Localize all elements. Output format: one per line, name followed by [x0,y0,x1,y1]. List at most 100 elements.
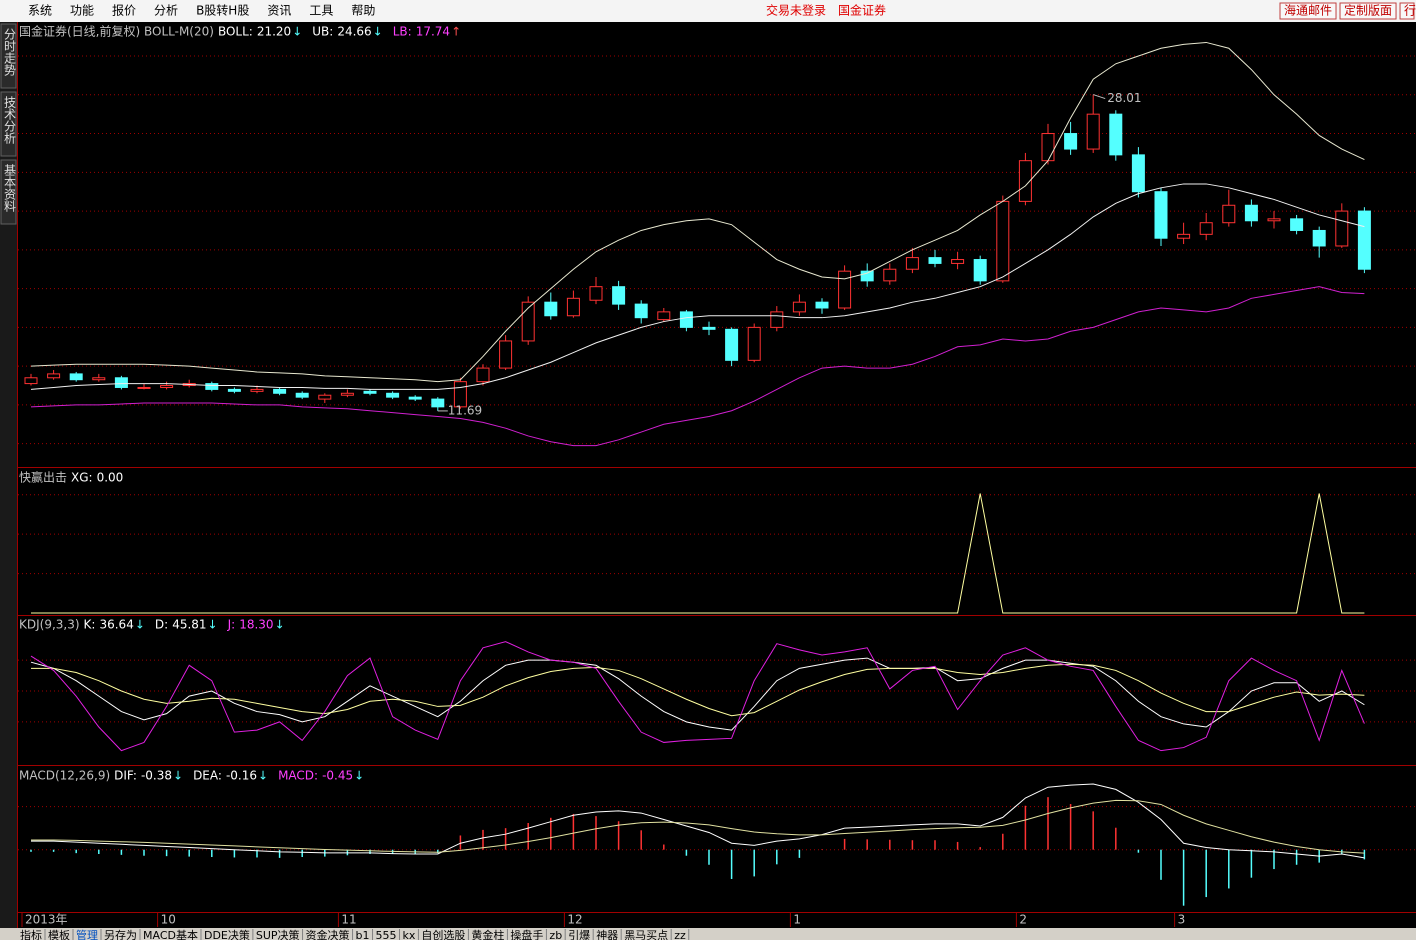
histogram-bar [1250,849,1253,878]
bottom-tab[interactable]: 资金决策 [306,928,350,940]
date-label: 3 [1178,913,1186,927]
top-button-label[interactable]: 定制版面 [1344,3,1392,18]
candle-body [363,390,377,394]
bottom-tab[interactable]: 自创选股 [421,929,465,940]
top-button[interactable] [1399,2,1415,20]
header-arrow: ↓ [173,769,183,783]
date-label: 2013年 [25,913,68,927]
header-label: 国金证券(日线,前复权) BOLL-M(20) [19,24,214,39]
candle-body [634,303,648,319]
bottom-tab[interactable]: b1 [356,929,370,940]
candle-body [295,392,309,398]
side-tab-bar [0,22,17,928]
candle-body [544,301,558,317]
series-line [31,663,1365,717]
histogram-bar [911,840,914,850]
candle-body [273,388,287,394]
menu-item[interactable]: 资讯 [267,4,291,18]
bottom-tab[interactable]: 管理 [76,928,98,940]
candle-body [905,257,919,270]
bottom-tab[interactable]: zz [674,929,686,940]
menu-item[interactable]: 分析 [154,4,178,18]
menu-item[interactable]: 报价 [112,3,136,18]
bottom-tab[interactable]: 555 [376,929,397,940]
bottom-tab[interactable]: kx [403,929,416,940]
top-button[interactable] [1279,2,1337,20]
histogram-bar [1024,805,1027,850]
bottom-tab[interactable]: 模板 [48,928,70,940]
menu-item[interactable]: 帮助 [351,4,375,18]
candle-body [1312,229,1326,247]
candle-body [1064,133,1078,150]
histogram-bar [753,849,755,877]
histogram-bar [550,817,552,850]
histogram-bar [1295,849,1298,865]
side-tab[interactable] [0,159,17,225]
histogram-bar [1273,849,1275,870]
bottom-tab[interactable]: zb [549,929,562,940]
header-label: DIF: [114,769,137,783]
histogram-bar [1205,849,1207,898]
candle-body [47,373,61,379]
bottom-tab[interactable]: 引爆 [568,928,590,940]
candle-body [657,311,671,321]
bottom-tab[interactable]: 黄金柱 [471,928,504,940]
candle-body [1154,191,1168,239]
bottom-tab[interactable]: 神器 [596,928,618,940]
panel-borders [17,22,1416,928]
header-value: 36.64 [99,618,133,632]
histogram-bar [821,849,823,850]
header-value: -0.38 [141,769,172,783]
histogram-bar [301,849,303,858]
candle-body [747,326,761,361]
histogram-bar [934,840,936,850]
histogram-bar [730,849,733,879]
bottom-tab[interactable]: 黑马买点 [624,929,668,940]
candle-body [1131,154,1145,193]
series-line [30,41,1365,383]
header-label: UB: [312,25,333,39]
header-label: K: [84,618,96,632]
candle-body [679,311,693,328]
candle-body [1086,113,1100,150]
side-tab[interactable] [0,23,17,89]
side-tab[interactable] [0,91,17,157]
candle-body [205,383,219,390]
candle-body [815,301,829,309]
candle-body [340,392,354,396]
header-arrow: ↓ [258,769,268,783]
header-arrow: ↑ [451,25,461,39]
histogram-bar [120,849,123,855]
histogram-bar [52,849,55,852]
menu-item[interactable]: 功能 [70,4,94,18]
bottom-tab[interactable]: 指标 [20,928,42,940]
histogram-bar [1115,827,1117,850]
side-tab-label[interactable]: 基本资料 [3,164,17,212]
candle-body [860,270,874,282]
bottom-tab[interactable]: 另存为 [104,928,137,940]
candle-body [589,286,603,301]
histogram-bar [617,821,620,850]
menu-item[interactable]: B股转H股 [196,3,249,18]
histogram-bar [98,849,100,854]
side-tab-label[interactable]: 分时走势 [3,28,17,76]
header-label: LB: [393,25,412,39]
menu-item[interactable]: 工具 [309,4,333,18]
low-label: 11.69 [448,403,482,417]
histogram-bar [1182,849,1185,906]
candle-body [1335,210,1349,247]
bottom-tab[interactable]: 操盘手 [510,928,543,940]
top-button[interactable] [1339,2,1397,20]
bottom-tab[interactable]: MACD基本 [143,928,198,940]
menu-item[interactable]: 系统 [28,4,52,18]
bottom-tab[interactable]: SUP决策 [256,928,300,940]
top-button-label[interactable]: 行 [1404,4,1416,18]
side-tab-label[interactable]: 技术分析 [3,96,17,145]
date-label: 2 [1019,913,1027,927]
histogram-bar [708,849,710,865]
top-button-label[interactable]: 海通邮件 [1284,3,1332,18]
bottom-tab[interactable]: DDE决策 [204,928,250,940]
histogram-bar [211,849,213,858]
candle-body [1290,218,1304,231]
